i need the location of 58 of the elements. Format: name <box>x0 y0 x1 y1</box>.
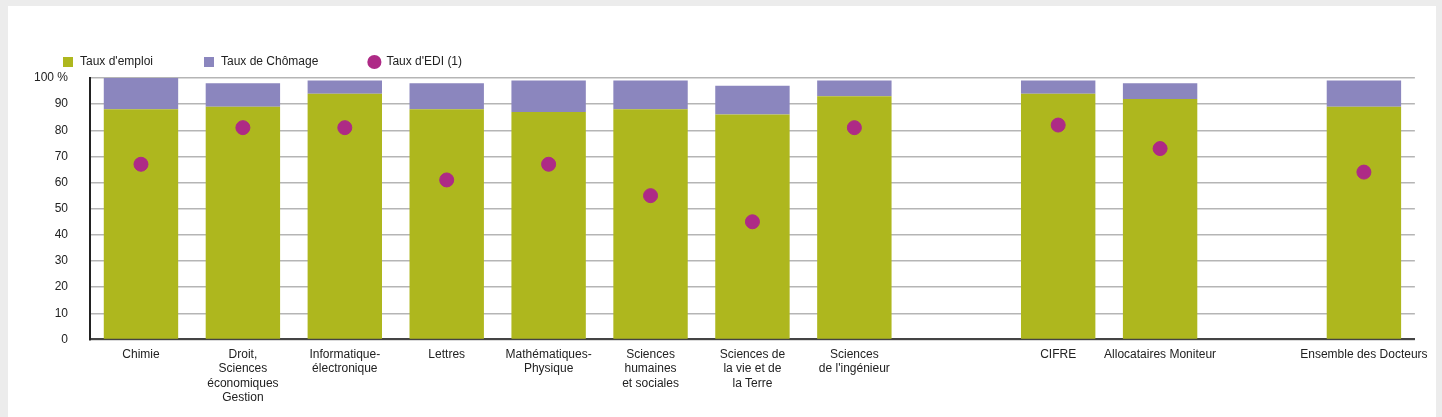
bar <box>511 111 586 339</box>
bar <box>205 106 281 339</box>
x-tick-label: Allocataires Moniteur <box>1104 346 1217 361</box>
y-tick-label: 20 <box>54 279 69 294</box>
x-tick-label: Ensemble des Docteurs <box>1300 346 1428 361</box>
y-tick-label: 90 <box>54 96 69 111</box>
y-tick-label: 50 <box>54 201 69 216</box>
point <box>337 120 353 136</box>
x-tick-label: Sciences de l'ingénieur <box>818 346 890 376</box>
bar <box>715 114 790 339</box>
x-tick-label: Mathématiques- Physique <box>505 346 592 376</box>
bar <box>409 109 484 339</box>
y-tick-label: 80 <box>54 122 69 137</box>
bar <box>613 80 688 110</box>
point <box>643 188 659 204</box>
bar <box>103 78 179 110</box>
point <box>846 120 862 136</box>
legend-label: Taux d'emploi <box>80 54 153 69</box>
bar <box>1122 98 1198 339</box>
bar <box>1326 80 1402 107</box>
x-tick-label: CIFRE <box>1040 346 1077 361</box>
y-tick-label: 70 <box>54 148 69 163</box>
point <box>1050 117 1066 133</box>
y-tick-label: 10 <box>54 305 69 320</box>
point <box>744 214 760 230</box>
x-tick-label: Informatique- électronique <box>309 346 381 376</box>
bar <box>817 96 892 339</box>
point <box>439 172 455 188</box>
bar <box>511 80 586 112</box>
x-tick-label: Chimie <box>122 346 160 361</box>
bar <box>817 80 892 97</box>
bar <box>409 83 484 110</box>
bar <box>1326 106 1402 339</box>
point <box>541 156 557 172</box>
bar <box>103 109 179 339</box>
legend-label: Taux d'EDI (1) <box>386 54 463 69</box>
point <box>1152 141 1168 157</box>
x-tick-label: Lettres <box>428 346 466 361</box>
bar <box>613 109 688 339</box>
y-tick-label: 0 <box>61 331 69 346</box>
point <box>235 120 251 136</box>
legend-label: Taux de Chômage <box>221 54 319 69</box>
point <box>1356 164 1372 180</box>
bar <box>205 83 281 107</box>
bar <box>307 80 382 94</box>
point <box>133 156 149 172</box>
bar <box>307 93 382 339</box>
x-tick-label: Sciences humaines et sociales <box>622 346 679 390</box>
bar <box>1020 93 1096 339</box>
y-tick-label: 30 <box>54 253 69 268</box>
bar <box>715 85 790 115</box>
x-tick-label: Droit, Sciences économiques Gestion <box>207 346 279 405</box>
y-tick-label: 40 <box>54 227 69 242</box>
y-tick-label: 60 <box>54 174 69 189</box>
y-tick-label: 100 % <box>33 70 69 85</box>
x-tick-label: Sciences de la vie et de la Terre <box>719 346 786 390</box>
bar <box>1122 83 1198 99</box>
bar <box>1020 80 1096 94</box>
